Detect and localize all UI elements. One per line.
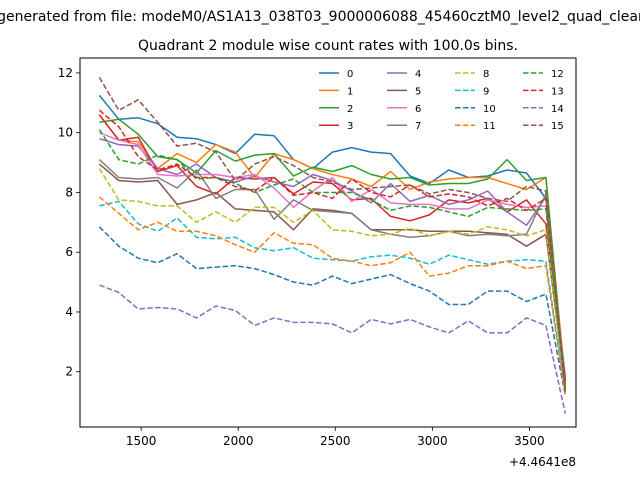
y-tick-label: 10 <box>58 126 73 140</box>
series-line-13 <box>98 109 567 387</box>
x-axis: 1500 2000 2500 3000 3500 <box>126 427 545 448</box>
legend-label-10: 10 <box>483 104 496 115</box>
legend-label-12: 12 <box>551 69 564 80</box>
series-line-7 <box>98 159 567 393</box>
y-tick-label: 8 <box>65 185 73 199</box>
legend-label-8: 8 <box>483 69 489 80</box>
legend-label-1: 1 <box>347 86 353 97</box>
chart-suptitle: Plot generated from file: modeM0/AS1A13_… <box>0 9 640 25</box>
chart-title: Quadrant 2 module wise count rates with … <box>138 38 518 54</box>
legend-label-0: 0 <box>347 69 353 80</box>
legend-label-9: 9 <box>483 86 489 97</box>
series-line-5 <box>98 163 567 387</box>
series-line-1 <box>98 114 567 384</box>
x-axis-offset-label: +4.4641e8 <box>509 455 576 469</box>
legend-label-6: 6 <box>415 104 421 115</box>
series-line-15 <box>98 77 567 393</box>
legend-label-13: 13 <box>551 86 564 97</box>
legend-label-11: 11 <box>483 121 496 132</box>
series-line-10 <box>98 226 567 396</box>
legend-label-2: 2 <box>347 104 353 115</box>
series-line-6 <box>99 132 567 390</box>
y-tick-label: 4 <box>65 305 73 319</box>
y-axis: 2 4 6 8 10 12 <box>58 66 80 379</box>
legend-label-15: 15 <box>551 121 564 132</box>
series-line-8 <box>98 168 567 387</box>
legend-label-4: 4 <box>415 69 421 80</box>
legend-label-3: 3 <box>347 121 353 132</box>
x-tick-label: 3500 <box>514 434 545 448</box>
plot-area <box>98 77 567 414</box>
x-tick-label: 2000 <box>223 434 254 448</box>
legend-label-5: 5 <box>415 86 421 97</box>
axes-frame <box>79 57 577 428</box>
y-tick-label: 12 <box>58 66 73 80</box>
series-line-12 <box>98 129 567 390</box>
legend-label-14: 14 <box>551 104 564 115</box>
series-line-4 <box>99 137 567 387</box>
series-line-3 <box>98 114 567 381</box>
series-line-14 <box>99 284 567 414</box>
y-tick-label: 6 <box>65 245 73 259</box>
x-tick-label: 2500 <box>320 434 351 448</box>
y-tick-label: 2 <box>65 365 73 379</box>
x-tick-label: 1500 <box>126 434 157 448</box>
series-line-9 <box>99 200 567 393</box>
series-line-0 <box>98 94 567 378</box>
series-line-11 <box>98 196 567 396</box>
x-tick-label: 3000 <box>417 434 448 448</box>
legend-label-7: 7 <box>415 121 421 132</box>
